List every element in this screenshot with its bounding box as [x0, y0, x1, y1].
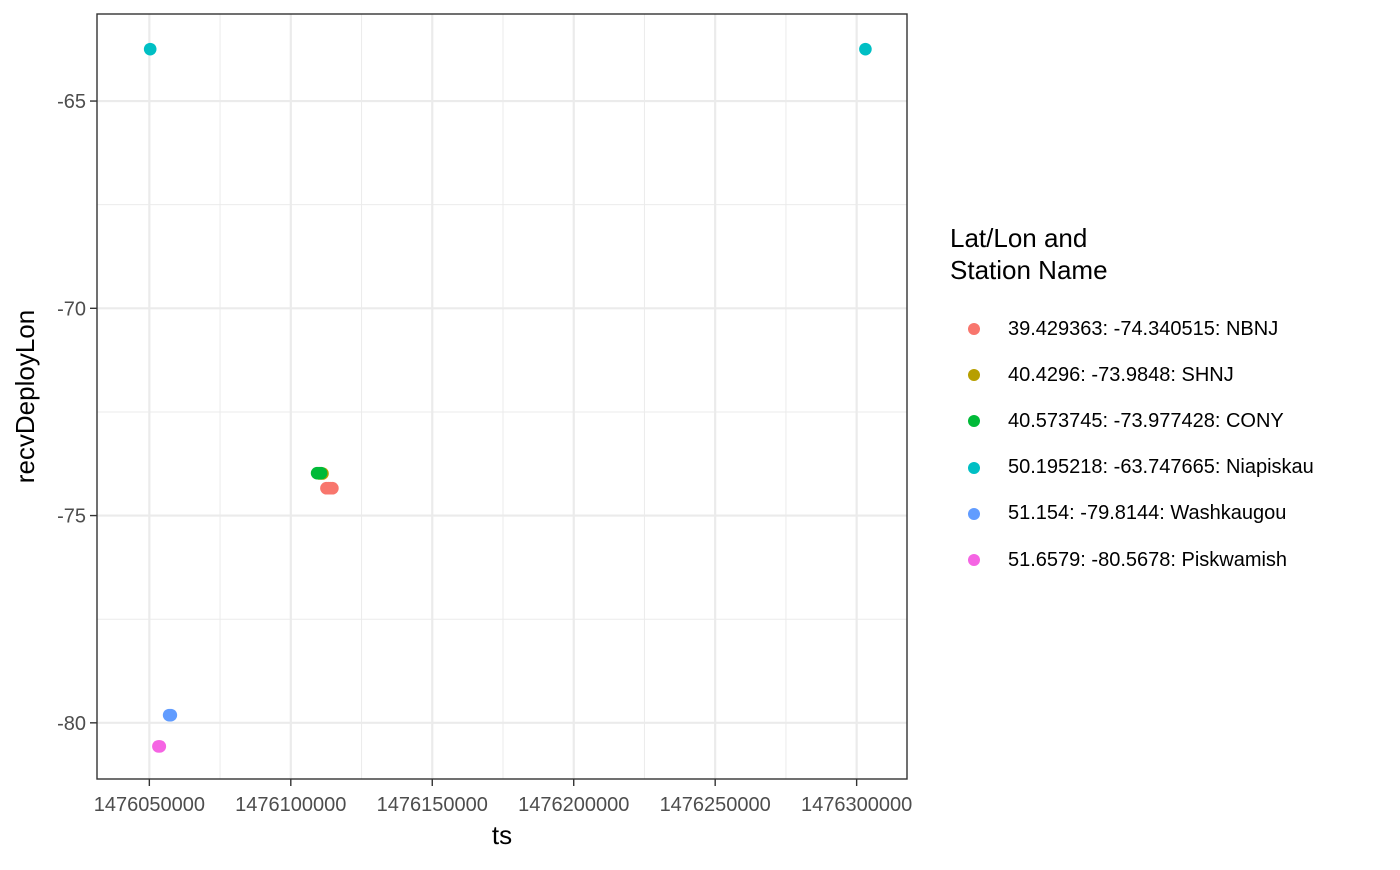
data-point [326, 481, 339, 495]
grid [97, 14, 907, 779]
legend-swatch [968, 415, 980, 428]
legend-title-line-2: Station Name [950, 255, 1108, 285]
legend-item: 50.195218: -63.747665: Niapiskau [950, 445, 1390, 491]
data-point [153, 740, 167, 753]
legend-item: 39.429363: -74.340515: NBNJ [950, 306, 1390, 352]
data-point [164, 708, 178, 722]
legend-items: 39.429363: -74.340515: NBNJ 40.4296: -73.… [950, 306, 1390, 583]
data-points [143, 42, 872, 753]
x-axis-title: ts [492, 820, 512, 850]
y-tick-label: -75 [57, 506, 86, 528]
legend-swatch [968, 507, 980, 520]
legend-swatch [968, 461, 980, 474]
legend-swatch [968, 369, 980, 382]
legend-swatch [968, 323, 980, 336]
data-point [143, 42, 157, 56]
legend-label: 51.6579: -80.5678: Piskwamish [1008, 548, 1288, 571]
plot-panel-border [96, 13, 908, 780]
axes: 1476050000 1476100000 1476150000 1476200000… [57, 91, 912, 816]
legend-item: 51.6579: -80.5678: Piskwamish [950, 537, 1390, 583]
legend-item: 40.4296: -73.9848: SHNJ [950, 352, 1390, 398]
legend-label: 51.154: -79.8144: Washkaugou [1008, 502, 1287, 525]
y-tick-label: -65 [57, 91, 86, 113]
legend-title-line-1: Lat/Lon and [950, 223, 1088, 253]
x-tick-label: 1476200000 [518, 794, 629, 816]
legend-item: 51.154: -79.8144: Washkaugou [950, 491, 1390, 537]
y-tick-label: -70 [57, 298, 86, 320]
data-point [314, 466, 328, 480]
x-tick-label: 1476150000 [377, 794, 488, 816]
legend-label: 40.573745: -73.977428: CONY [1008, 409, 1284, 432]
legend-label: 40.4296: -73.9848: SHNJ [1008, 363, 1234, 386]
legend-swatch [968, 554, 980, 567]
legend-item: 40.573745: -73.977428: CONY [950, 398, 1390, 444]
legend-label: 50.195218: -63.747665: Niapiskau [1008, 456, 1314, 479]
x-tick-label: 1476250000 [660, 794, 771, 816]
x-tick-label: 1476100000 [235, 794, 346, 816]
data-point [859, 42, 872, 56]
y-tick-label: -80 [57, 713, 86, 735]
x-tick-label: 1476300000 [801, 794, 912, 816]
x-tick-label: 1476050000 [94, 794, 205, 816]
legend: Lat/Lon and Station Name 39.429363: -74.… [950, 222, 1390, 583]
y-axis-title: recvDeployLon [10, 310, 40, 483]
legend-label: 39.429363: -74.340515: NBNJ [1008, 317, 1279, 340]
legend-title: Lat/Lon and Station Name [950, 222, 1390, 286]
